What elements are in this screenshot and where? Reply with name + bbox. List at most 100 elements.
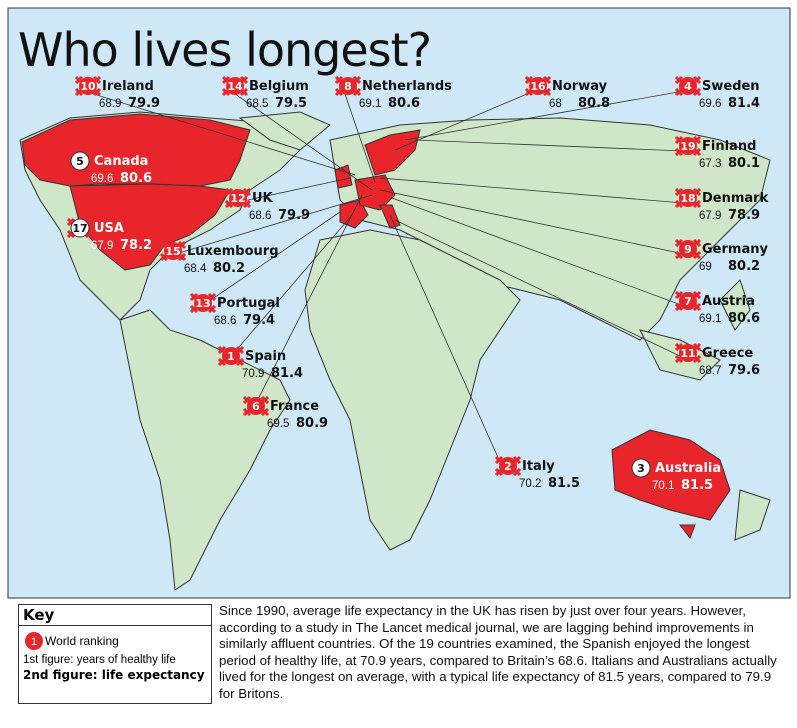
rank-badge	[222, 347, 240, 365]
country-name: Belgium	[249, 79, 309, 94]
life-expectancy: 80.2	[728, 259, 760, 274]
country-label: 9 Germany 69 80.2	[674, 238, 768, 274]
key-title: Key	[19, 605, 211, 626]
skull-icon	[224, 187, 252, 209]
life-expectancy: 80.8	[578, 96, 610, 111]
healthy-life: 68.7	[699, 365, 721, 377]
leader-line	[343, 90, 376, 183]
rank-badge	[679, 240, 697, 258]
leader-line	[198, 211, 341, 309]
leader-line	[414, 139, 685, 152]
rank: 10	[80, 80, 96, 93]
rank: 12	[230, 192, 245, 205]
healthy-life: 70.2	[519, 478, 541, 490]
rank: 16	[530, 80, 546, 93]
healthy-life: 68.9	[99, 98, 121, 110]
country-label: 10 Ireland 68.9 79.9	[74, 75, 160, 111]
skull-icon	[674, 135, 702, 157]
country-label: 13 Portugal 68.6 79.4	[189, 292, 280, 328]
rank-badge	[679, 77, 697, 95]
rank: 9	[684, 243, 692, 256]
country-name: Canada	[94, 154, 148, 169]
leader-line	[379, 177, 685, 204]
key: Key 1 World ranking 1st figure: years of…	[18, 604, 212, 704]
healthy-life: 70.1	[652, 480, 674, 492]
skull-icon	[74, 75, 102, 97]
rank-badge	[339, 77, 357, 95]
healthy-life: 69.6	[699, 98, 721, 110]
rank-badge	[247, 397, 265, 415]
rank: 11	[680, 347, 695, 360]
rank-badge	[679, 344, 697, 362]
country-name: Spain	[245, 349, 286, 364]
country-label: 7 Austria 69.1 80.6	[674, 290, 760, 326]
rank-badge	[194, 294, 212, 312]
life-expectancy: 81.4	[728, 96, 760, 111]
leader-line	[391, 197, 685, 307]
life-expectancy: 81.4	[271, 366, 303, 381]
skull-icon	[66, 217, 94, 239]
rank: 14	[227, 80, 243, 93]
life-expectancy: 79.6	[728, 363, 760, 378]
country-name: Portugal	[217, 296, 280, 311]
skull-icon	[674, 187, 702, 209]
rank: 1	[227, 350, 235, 363]
rank-badge	[679, 189, 697, 207]
country-label: 3 Australia 70.1 81.5	[627, 457, 721, 493]
healthy-life: 68.4	[184, 263, 207, 275]
country-name: Norway	[552, 79, 608, 94]
country-label: 1 Spain 70.9 81.4	[217, 345, 303, 381]
healthy-life: 69.1	[699, 313, 721, 325]
skull-icon	[159, 240, 187, 262]
leader-line	[389, 214, 505, 472]
healthy-life: 67.3	[699, 158, 721, 170]
country-name: UK	[252, 191, 274, 206]
country-name: Netherlands	[362, 79, 452, 94]
life-expectancy: 79.9	[128, 96, 160, 111]
skull-icon	[189, 292, 217, 314]
rank: 7	[684, 295, 692, 308]
rank: 17	[72, 222, 87, 235]
skull-icon	[494, 455, 522, 477]
key-rank-example: 1	[31, 636, 37, 648]
rank: 3	[637, 462, 645, 475]
skull-icon	[674, 75, 702, 97]
healthy-life: 68.5	[246, 98, 268, 110]
life-expectancy: 80.9	[296, 416, 328, 431]
key-first: 1st figure: years of healthy life	[23, 654, 176, 666]
life-expectancy: 81.5	[681, 478, 713, 493]
rank-badge	[631, 458, 651, 478]
key-second: 2nd figure: life expectancy	[23, 668, 205, 682]
skull-icon	[674, 238, 702, 260]
healthy-life: 69.6	[91, 173, 113, 185]
healthy-life: 67.9	[91, 240, 113, 252]
leader-line	[168, 194, 373, 257]
country-label: 8 Netherlands 69.1 80.6	[334, 75, 452, 111]
rank-badge	[79, 77, 97, 95]
country-label: 17 USA 67.9 78.2	[66, 217, 152, 253]
country-name: Greece	[702, 346, 753, 361]
rank: 18	[680, 192, 695, 205]
rank-badge	[499, 457, 517, 475]
country-label: 6 France 69.5 80.9	[242, 395, 328, 431]
country-name: Australia	[655, 461, 721, 476]
rank: 8	[344, 80, 352, 93]
country-name: France	[270, 399, 319, 414]
skull-icon	[242, 395, 270, 417]
key-icon: 1	[25, 632, 43, 650]
country-name: Austria	[702, 294, 755, 309]
leader-line	[226, 214, 353, 362]
life-expectancy: 80.6	[388, 96, 420, 111]
life-expectancy: 80.1	[728, 156, 760, 171]
skull-icon	[674, 290, 702, 312]
life-expectancy: 80.2	[213, 261, 245, 276]
country-label: 18 Denmark 67.9 78.9	[674, 187, 769, 223]
rank: 15	[165, 245, 180, 258]
leader-line	[379, 189, 685, 255]
country-label: 12 UK 68.6 79.9	[224, 187, 310, 223]
healthy-life: 69.5	[267, 418, 289, 430]
country-name: USA	[94, 221, 124, 236]
rank-badge	[529, 77, 547, 95]
